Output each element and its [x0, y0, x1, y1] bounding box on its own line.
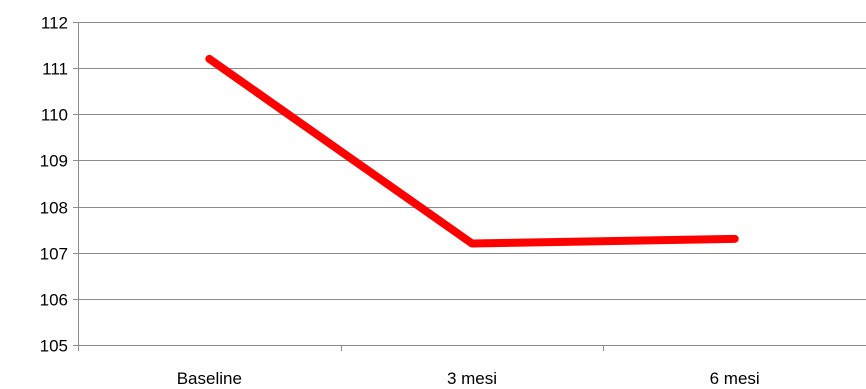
- y-axis-tick-labels: 105 106 107 108 109 110 111 112: [40, 14, 68, 356]
- y-tick-label: 108: [40, 199, 68, 218]
- x-tick-label: 3 mesi: [447, 369, 497, 388]
- series-line: [205, 54, 739, 248]
- y-tick-label: 106: [40, 291, 68, 310]
- y-tick-label: 105: [40, 337, 68, 356]
- x-axis-tick-labels: Baseline 3 mesi 6 mesi: [177, 369, 760, 388]
- axes: [73, 22, 866, 351]
- y-tick-label: 109: [40, 152, 68, 171]
- y-tick-label: 107: [40, 245, 68, 264]
- x-tick-label: Baseline: [177, 369, 242, 388]
- series-group: [205, 54, 739, 248]
- y-tick-label: 112: [41, 14, 68, 33]
- gridlines: [78, 22, 866, 300]
- x-tick-label: 6 mesi: [710, 369, 760, 388]
- y-tick-label: 110: [41, 106, 68, 125]
- y-tick-label: 111: [42, 60, 68, 79]
